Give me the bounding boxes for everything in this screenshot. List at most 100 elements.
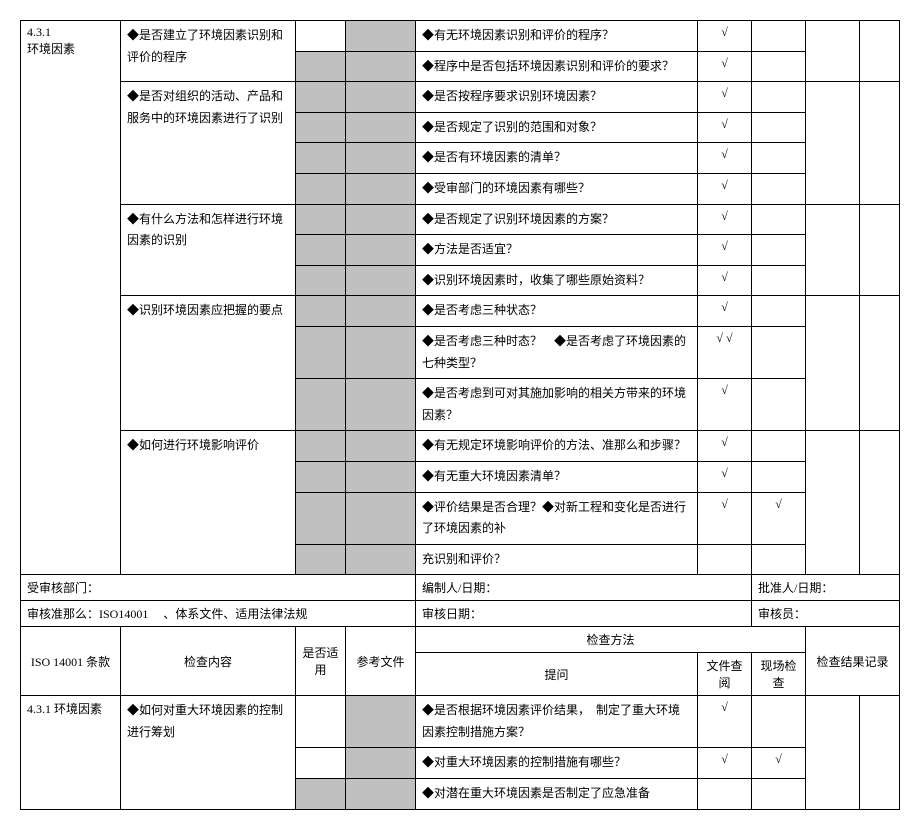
result-cell-2 — [806, 696, 860, 809]
audit-criteria-label: 审核准那么：ISO14001 、体系文件、适用法律法规 — [21, 601, 416, 627]
refdoc-cell-2 — [346, 779, 416, 810]
doc-check: √ — [698, 492, 752, 544]
applicable-cell — [296, 379, 346, 431]
clause-cell: 4.3.1 环境因素 — [21, 21, 121, 575]
question-cell-2: ◆对重大环境因素的控制措施有哪些？ — [416, 748, 698, 779]
refdoc-cell — [346, 173, 416, 204]
refdoc-cell — [346, 326, 416, 378]
question-cell: ◆评价结果是否合理？◆对新工程和变化是否进行了环境因素的补 — [416, 492, 698, 544]
question-cell: ◆是否考虑三种时态？ ◆是否考虑了环境因素的七种类型？ — [416, 326, 698, 378]
header-result: 检查结果记录 — [806, 627, 900, 696]
applicable-cell — [296, 235, 346, 266]
approved-by-label: 批准人/日期： — [752, 575, 900, 601]
applicable-cell-2 — [296, 779, 346, 810]
doc-check-2: √ — [698, 696, 752, 748]
applicable-cell — [296, 204, 346, 235]
clause-cell-2: 4.3.1 环境因素 — [21, 696, 121, 809]
extra-cell — [860, 431, 900, 575]
refdoc-cell — [346, 21, 416, 52]
applicable-cell — [296, 51, 346, 82]
doc-check: √ — [698, 51, 752, 82]
applicable-cell-2 — [296, 748, 346, 779]
extra-cell — [860, 21, 900, 82]
applicable-cell — [296, 326, 346, 378]
doc-check: √ — [698, 461, 752, 492]
applicable-cell — [296, 461, 346, 492]
extra-cell — [860, 82, 900, 204]
doc-check: √ — [698, 431, 752, 462]
check-content: ◆识别环境因素应把握的要点 — [121, 296, 296, 431]
question-cell: ◆是否规定了识别环境因素的方案？ — [416, 204, 698, 235]
site-check — [752, 265, 806, 296]
refdoc-cell-2 — [346, 748, 416, 779]
site-check — [752, 21, 806, 52]
question-cell: ◆有无环境因素识别和评价的程序？ — [416, 21, 698, 52]
site-check — [752, 431, 806, 462]
clause-title: 环境因素 — [27, 42, 75, 56]
extra-cell — [860, 204, 900, 296]
site-check-2 — [752, 779, 806, 810]
doc-check: √ — [698, 235, 752, 266]
refdoc-cell — [346, 82, 416, 113]
question-cell: ◆有无规定环境影响评价的方法、准那么和步骤？ — [416, 431, 698, 462]
check-content: ◆如何进行环境影响评价 — [121, 431, 296, 575]
site-check — [752, 379, 806, 431]
question-cell: ◆受审部门的环境因素有哪些？ — [416, 173, 698, 204]
refdoc-cell-2 — [346, 696, 416, 748]
refdoc-cell — [346, 265, 416, 296]
check-content-2: ◆如何对重大环境因素的控制进行筹划 — [121, 696, 296, 809]
audit-table: 4.3.1 环境因素 ◆是否建立了环境因素识别和评价的程序 ◆有无环境因素识别和评价的… — [20, 20, 900, 810]
site-check — [752, 143, 806, 174]
applicable-cell — [296, 21, 346, 52]
header-refdoc: 参考文件 — [346, 627, 416, 696]
doc-check: √ — [698, 379, 752, 431]
result-cell — [806, 82, 860, 204]
site-check — [752, 204, 806, 235]
audited-dept-label: 受审核部门： — [21, 575, 416, 601]
doc-check: √ — [698, 82, 752, 113]
refdoc-cell — [346, 112, 416, 143]
result-cell — [806, 204, 860, 296]
extra-cell — [860, 296, 900, 431]
question-cell: ◆是否考虑到可对其施加影响的相关方带来的环境因素？ — [416, 379, 698, 431]
header-question: 提问 — [416, 653, 698, 696]
refdoc-cell — [346, 235, 416, 266]
doc-check: √ — [698, 265, 752, 296]
header-methods: 检查方法 — [416, 627, 806, 653]
site-check — [752, 235, 806, 266]
refdoc-cell — [346, 296, 416, 327]
refdoc-cell — [346, 544, 416, 575]
site-check — [752, 173, 806, 204]
site-check-2 — [752, 696, 806, 748]
question-cell-2: ◆是否根据环境因素评价结果， 制定了重大环境因素控制措施方案？ — [416, 696, 698, 748]
refdoc-cell — [346, 431, 416, 462]
question-cell: ◆有无重大环境因素清单？ — [416, 461, 698, 492]
audit-date-label: 审核日期： — [416, 601, 752, 627]
extra-cell-2 — [860, 696, 900, 809]
refdoc-cell — [346, 51, 416, 82]
applicable-cell — [296, 492, 346, 544]
doc-check-2: √ — [698, 748, 752, 779]
clause-number: 4.3.1 — [27, 25, 51, 39]
check-content: ◆是否对组织的活动、产品和服务中的环境因素进行了识别 — [121, 82, 296, 204]
site-check — [752, 82, 806, 113]
applicable-cell — [296, 296, 346, 327]
result-cell — [806, 296, 860, 431]
site-check — [752, 544, 806, 575]
applicable-cell — [296, 112, 346, 143]
doc-check: √ — [698, 112, 752, 143]
applicable-cell — [296, 173, 346, 204]
check-content: ◆有什么方法和怎样进行环境因素的识别 — [121, 204, 296, 296]
question-cell: ◆方法是否适宜？ — [416, 235, 698, 266]
doc-check-2 — [698, 779, 752, 810]
question-cell: 充识别和评价？ — [416, 544, 698, 575]
header-clause: ISO 14001 条款 — [21, 627, 121, 696]
check-content: ◆是否建立了环境因素识别和评价的程序 — [121, 21, 296, 82]
applicable-cell-2 — [296, 696, 346, 748]
refdoc-cell — [346, 379, 416, 431]
refdoc-cell — [346, 204, 416, 235]
doc-check — [698, 544, 752, 575]
site-check — [752, 51, 806, 82]
prepared-by-label: 编制人/日期： — [416, 575, 752, 601]
question-cell: ◆是否有环境因素的清单？ — [416, 143, 698, 174]
